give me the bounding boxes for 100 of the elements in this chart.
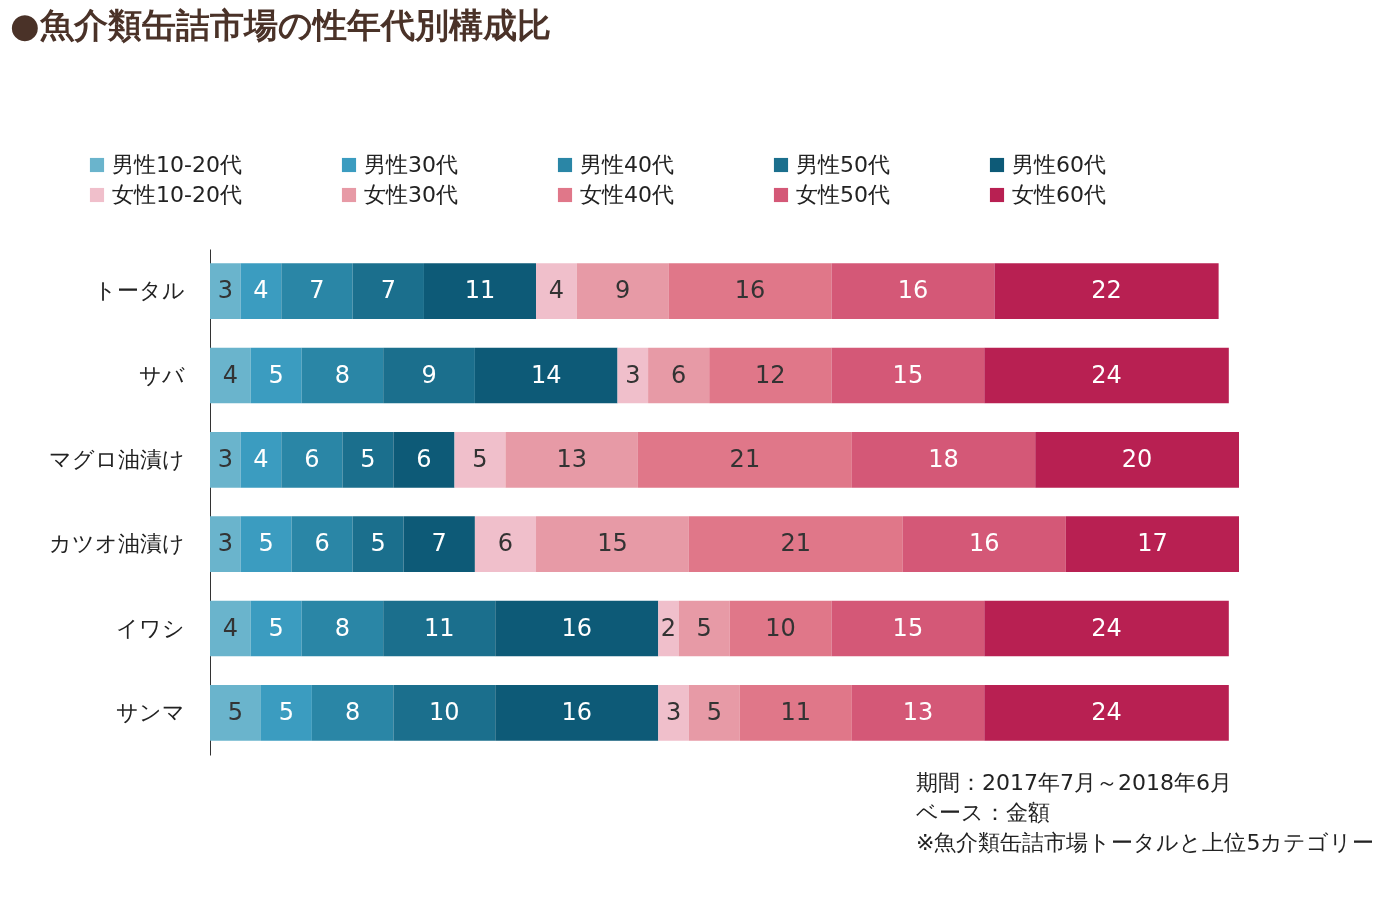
data-label: 22 bbox=[1091, 276, 1122, 305]
bar bbox=[260, 685, 312, 741]
legend-label: 男性10-20代 bbox=[112, 152, 242, 177]
bar bbox=[668, 263, 832, 319]
bar bbox=[342, 432, 394, 488]
text: ベース：金額 bbox=[916, 799, 1051, 827]
data-label: 12 bbox=[755, 360, 786, 389]
bar bbox=[352, 516, 404, 572]
data-label: 9 bbox=[421, 360, 437, 389]
data-label: 20 bbox=[1121, 444, 1153, 473]
data-label: 11 bbox=[464, 276, 496, 305]
bar bbox=[617, 347, 649, 404]
data-label: 5 bbox=[360, 444, 376, 473]
y-tick-label: カツオ油漬け bbox=[48, 531, 185, 557]
bar bbox=[240, 263, 282, 319]
legend-label: 男性50代 bbox=[796, 152, 890, 177]
bar bbox=[505, 432, 638, 488]
bar bbox=[403, 516, 475, 572]
bar bbox=[240, 432, 282, 488]
data-label: 17 bbox=[1137, 529, 1168, 558]
bar bbox=[454, 432, 506, 488]
data-label: 6 bbox=[314, 529, 330, 558]
data-label: 16 bbox=[561, 697, 593, 726]
bar bbox=[393, 432, 455, 488]
bar bbox=[383, 347, 475, 404]
bar bbox=[281, 432, 343, 488]
data-label: 3 bbox=[217, 529, 233, 558]
bar bbox=[1035, 432, 1239, 488]
bar bbox=[210, 263, 241, 319]
bar bbox=[851, 432, 1036, 488]
bar bbox=[291, 516, 353, 572]
bar bbox=[994, 263, 1219, 319]
data-label: 8 bbox=[334, 613, 351, 642]
bar bbox=[688, 516, 903, 572]
bar bbox=[210, 516, 241, 572]
bar bbox=[678, 600, 730, 657]
data-label: 24 bbox=[1091, 697, 1122, 726]
bar bbox=[495, 600, 659, 657]
data-label: 3 bbox=[665, 697, 682, 726]
legend-label: 男性60代 bbox=[1012, 152, 1106, 177]
data-label: 3 bbox=[217, 276, 233, 305]
data-label: 15 bbox=[892, 360, 924, 389]
y-tick-label: イワシ bbox=[115, 615, 185, 641]
chart-title: ●魚介類缶詰市場の性年代別構成比 bbox=[10, 5, 551, 45]
bar bbox=[474, 516, 537, 572]
data-label: 11 bbox=[423, 613, 455, 642]
data-label: 4 bbox=[548, 276, 565, 305]
bar bbox=[831, 347, 985, 404]
bar bbox=[281, 263, 353, 319]
data-label: 5 bbox=[696, 613, 712, 642]
data-label: 16 bbox=[734, 276, 766, 305]
y-tick-label: トータル bbox=[93, 278, 185, 304]
data-label: 6 bbox=[671, 360, 687, 389]
bar bbox=[739, 685, 852, 741]
legend-label: 女性40代 bbox=[580, 182, 674, 207]
data-label: 9 bbox=[614, 276, 631, 305]
bar bbox=[851, 685, 985, 741]
data-label: 10 bbox=[429, 697, 460, 726]
data-label: 8 bbox=[334, 360, 351, 389]
data-label: 4 bbox=[253, 276, 269, 305]
bar bbox=[352, 263, 424, 319]
bar bbox=[210, 347, 251, 404]
bar bbox=[383, 600, 496, 657]
bar bbox=[301, 600, 384, 657]
bar bbox=[984, 600, 1229, 657]
bar bbox=[831, 263, 995, 319]
bar bbox=[210, 600, 251, 657]
data-label: 15 bbox=[892, 613, 924, 642]
bar bbox=[536, 263, 577, 319]
data-label: 24 bbox=[1091, 613, 1122, 642]
bar bbox=[729, 600, 832, 657]
data-label: 7 bbox=[380, 276, 396, 305]
bar bbox=[688, 685, 740, 741]
data-label: 5 bbox=[268, 360, 284, 389]
data-label: 24 bbox=[1091, 360, 1122, 389]
data-label: 5 bbox=[268, 613, 284, 642]
data-label: 11 bbox=[780, 697, 812, 726]
data-label: 13 bbox=[902, 697, 934, 726]
data-label: 15 bbox=[597, 529, 628, 558]
data-label: 6 bbox=[416, 444, 432, 473]
data-label: 21 bbox=[729, 444, 761, 473]
bar bbox=[1065, 516, 1239, 572]
data-label: 5 bbox=[706, 697, 722, 726]
data-label: 10 bbox=[765, 613, 796, 642]
data-label: 18 bbox=[928, 444, 959, 473]
data-label: 16 bbox=[897, 276, 929, 305]
y-tick-label: マグロ油漬け bbox=[48, 446, 185, 472]
text: 期間：2017年7月～2018年6月 bbox=[916, 769, 1233, 797]
legend-label: 男性30代 bbox=[364, 152, 458, 177]
y-tick-label: サバ bbox=[138, 362, 185, 388]
data-label: 5 bbox=[227, 697, 244, 726]
bar bbox=[250, 347, 302, 404]
bar bbox=[648, 347, 710, 404]
data-label: 16 bbox=[561, 613, 593, 642]
bar bbox=[658, 600, 679, 657]
bar bbox=[210, 685, 261, 741]
bar bbox=[576, 263, 669, 319]
data-label: 4 bbox=[222, 360, 239, 389]
bar bbox=[311, 685, 394, 741]
legend-label: 女性30代 bbox=[364, 182, 458, 207]
